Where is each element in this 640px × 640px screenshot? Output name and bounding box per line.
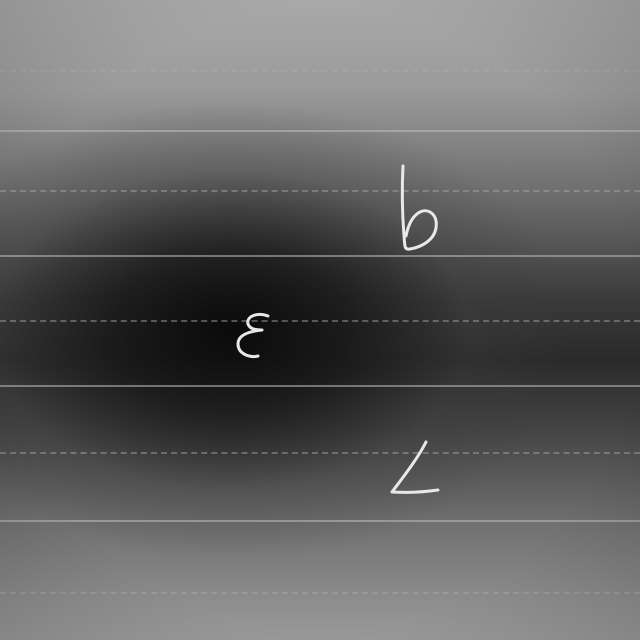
solid-rule-line [0,520,640,522]
dashed-guide-line [0,70,640,72]
dashed-guide-line [0,320,640,322]
epsilon [236,312,270,358]
solid-rule-line [0,255,640,257]
dashed-guide-line [0,190,640,192]
dashed-guide-line [0,452,640,454]
dashed-guide-line [0,592,640,594]
solid-rule-line [0,385,640,387]
solid-rule-line [0,130,640,132]
letter-b [400,164,438,251]
angle-symbol [390,440,440,494]
